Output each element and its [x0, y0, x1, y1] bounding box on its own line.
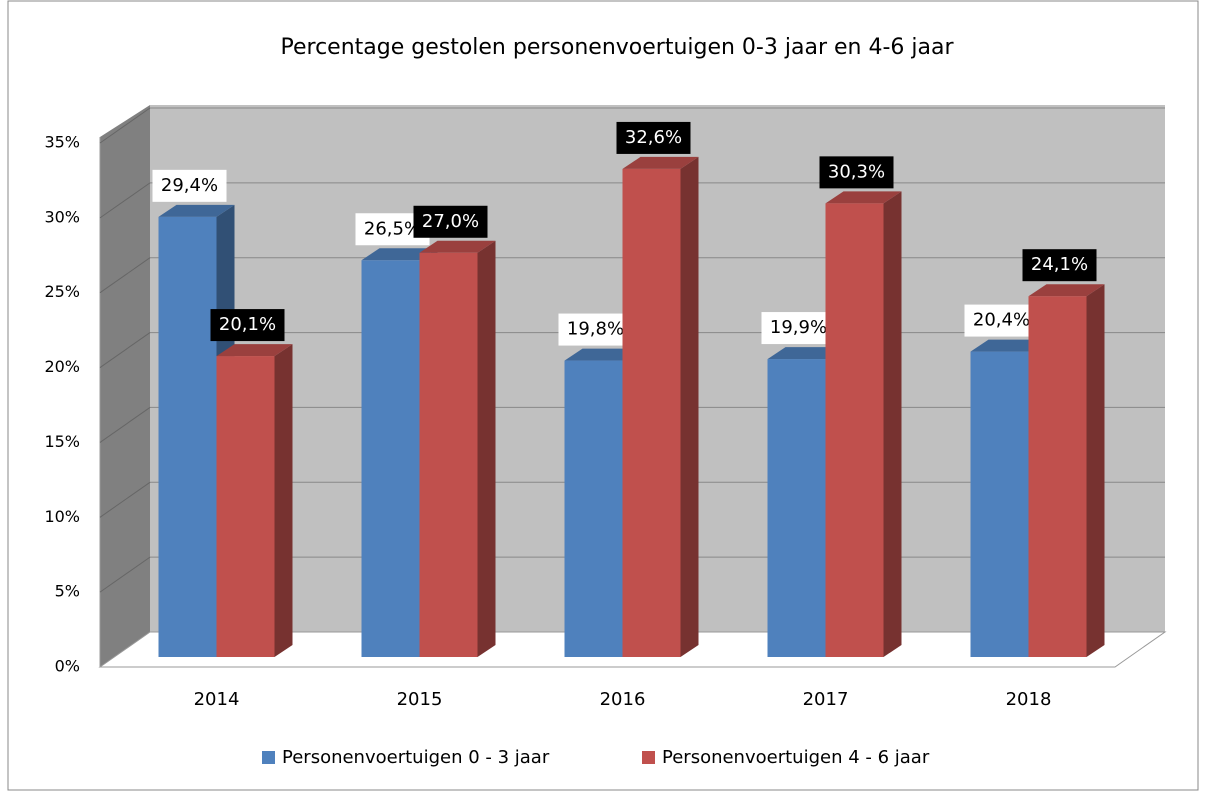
- bar: [158, 216, 217, 657]
- y-tick-label: 35%: [44, 133, 80, 152]
- bar-side: [1086, 284, 1105, 657]
- bar-top: [361, 248, 438, 261]
- bar: [564, 360, 623, 657]
- bar-top: [970, 339, 1047, 352]
- x-tick-label: 2014: [194, 689, 240, 710]
- y-tick-label: 10%: [44, 507, 80, 526]
- chart-title: Percentage gestolen personenvoertuigen 0…: [280, 35, 954, 60]
- bar-top: [825, 191, 902, 204]
- value-label: 26,5%: [364, 218, 421, 239]
- grid-line: [99, 556, 151, 593]
- legend-swatch: [642, 751, 655, 764]
- bar-side: [680, 156, 699, 657]
- x-tick-label: 2015: [397, 689, 443, 710]
- value-label: 19,9%: [770, 317, 827, 338]
- value-label-box: [152, 169, 227, 202]
- legend-label: Personenvoertuigen 4 - 6 jaar: [662, 747, 930, 768]
- grid-line: [99, 481, 151, 518]
- bar: [419, 252, 478, 657]
- bar-side: [883, 191, 902, 657]
- grid-line: [99, 407, 151, 443]
- y-tick-label: 20%: [44, 357, 80, 376]
- bar-top: [1028, 284, 1105, 297]
- legend-label: Personenvoertuigen 0 - 3 jaar: [282, 747, 550, 768]
- x-tick-label: 2016: [600, 689, 646, 710]
- value-label: 30,3%: [828, 161, 885, 182]
- value-label: 24,1%: [1031, 254, 1088, 275]
- value-label-box: [558, 313, 633, 346]
- value-label: 29,4%: [161, 175, 218, 196]
- value-label: 32,6%: [625, 127, 682, 148]
- value-label-box: [616, 121, 691, 154]
- y-tick-label: 0%: [55, 657, 80, 676]
- value-label: 20,4%: [973, 310, 1030, 331]
- legend-swatch: [262, 751, 275, 764]
- y-tick-label: 25%: [44, 282, 80, 301]
- bar-top: [216, 344, 293, 357]
- bar-top: [767, 347, 844, 360]
- bar-top: [158, 204, 235, 217]
- value-label-box: [413, 205, 488, 238]
- x-tick-label: 2017: [803, 689, 849, 710]
- bar-side: [477, 240, 496, 657]
- grid-line: [99, 107, 151, 144]
- bar-top: [564, 348, 641, 361]
- bar-top: [419, 240, 496, 253]
- bar: [622, 168, 681, 657]
- bar-top: [622, 156, 699, 169]
- value-label: 27,0%: [422, 211, 479, 232]
- value-label-box: [964, 304, 1039, 337]
- y-tick-label: 30%: [44, 207, 80, 226]
- grid-line: [99, 332, 151, 368]
- value-label: 19,8%: [567, 319, 624, 340]
- side-wall: [100, 105, 150, 667]
- y-tick-label: 15%: [44, 432, 80, 451]
- y-tick-label: 5%: [55, 582, 80, 601]
- bar: [825, 203, 884, 657]
- value-label-box: [819, 156, 894, 189]
- grid-line: [99, 182, 151, 219]
- bar: [1028, 296, 1087, 657]
- bar: [767, 359, 826, 657]
- bar: [970, 351, 1029, 657]
- value-label-box: [1022, 249, 1097, 282]
- bar: [361, 260, 420, 657]
- value-label-box: [761, 312, 836, 345]
- x-tick-label: 2018: [1006, 689, 1052, 710]
- grid-line: [99, 257, 151, 294]
- bar: [216, 356, 275, 657]
- value-label-box: [210, 309, 285, 342]
- value-label: 20,1%: [219, 314, 276, 335]
- bar-side: [274, 344, 293, 657]
